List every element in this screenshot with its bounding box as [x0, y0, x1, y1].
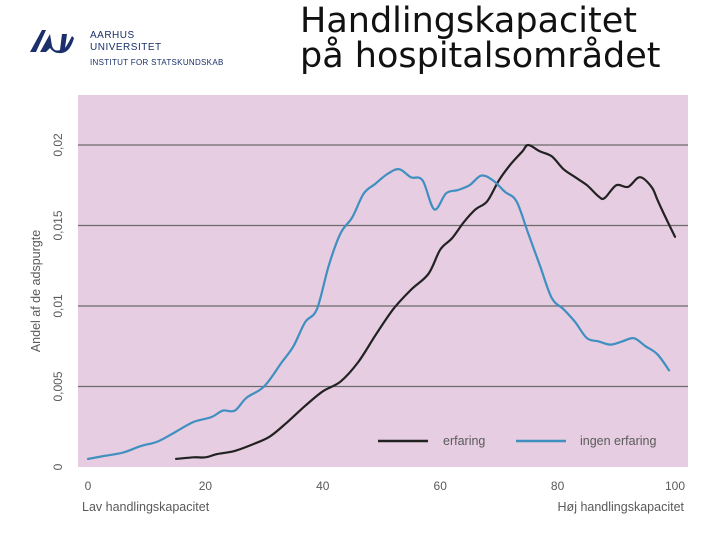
series-line-ingen-erfaring	[86, 168, 671, 460]
legend: erfaring ingen erfaring	[378, 434, 656, 448]
institute-name: INSTITUT FOR STATSKUNDSKAB	[90, 58, 224, 67]
x-axis-label-right: Høj handlingskapacitet	[558, 500, 685, 514]
university-name-line-2: UNIVERSITET	[90, 42, 162, 53]
university-name-line-1: AARHUS	[90, 30, 135, 41]
x-axis: 0 20 40 60 80 100	[85, 479, 686, 493]
x-tick-label: 20	[199, 479, 213, 493]
page-title-line-2: på hospitalsområdet	[300, 36, 661, 76]
y-tick-label: 0,02	[51, 133, 65, 157]
y-tick-label: 0,015	[51, 210, 65, 240]
x-tick-label: 40	[316, 479, 330, 493]
x-tick-label: 100	[665, 479, 685, 493]
x-tick-label: 0	[85, 479, 92, 493]
y-tick-label: 0,01	[51, 294, 65, 318]
university-name: AARHUS UNIVERSITET	[90, 30, 162, 54]
x-tick-label: 80	[551, 479, 565, 493]
series-line-erfaring	[175, 143, 677, 460]
legend-label: ingen erfaring	[580, 434, 656, 448]
legend-label: erfaring	[443, 434, 485, 448]
page-title-line-1: Handlingskapacitet	[300, 1, 637, 41]
y-axis-label: Andel af de adspurgte	[29, 230, 43, 352]
y-tick-label: 0	[51, 463, 65, 470]
page-title: Handlingskapacitet på hospitalsområdet	[300, 4, 661, 74]
x-axis-label-left: Lav handlingskapacitet	[82, 500, 210, 514]
x-tick-label: 60	[434, 479, 448, 493]
series-group	[86, 143, 677, 460]
plot-background	[78, 95, 688, 467]
grid-lines	[78, 144, 688, 388]
y-axis: 0 0,005 0,01 0,015 0,02	[51, 133, 65, 470]
y-tick-label: 0,005	[51, 371, 65, 401]
aarhus-university-logo-icon	[30, 30, 74, 54]
